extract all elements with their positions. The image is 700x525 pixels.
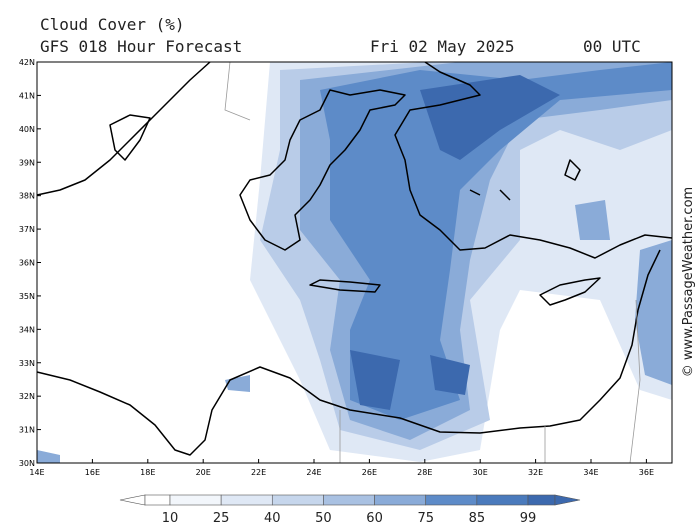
- date: Fri 02 May 2025: [370, 37, 515, 56]
- lon-label: 24E: [306, 468, 321, 477]
- colorbar-label: 25: [213, 511, 230, 525]
- lon-label: 32E: [528, 468, 543, 477]
- lon-label: 26E: [362, 468, 377, 477]
- lat-label: 33N: [19, 359, 35, 368]
- colorbar-label: 85: [469, 511, 486, 525]
- clouds: [37, 62, 672, 463]
- lat-label: 35N: [19, 292, 35, 301]
- lat-label: 40N: [19, 125, 35, 134]
- colorbar-segment: [271, 494, 324, 506]
- colorbar-label: 10: [162, 511, 179, 525]
- lat-label: 36N: [19, 259, 35, 268]
- lon-label: 34E: [583, 468, 598, 477]
- colorbar-segment: [220, 494, 273, 506]
- colorbar-label: 40: [264, 511, 281, 525]
- colorbar-label: 60: [366, 511, 383, 525]
- lon-label: 16E: [85, 468, 100, 477]
- lat-label: 38N: [19, 192, 35, 201]
- lat-label: 32N: [19, 392, 35, 401]
- colorbar-label: 99: [520, 511, 537, 525]
- colorbar-segment: [476, 494, 529, 506]
- lon-label: 36E: [639, 468, 654, 477]
- colorbar-segment: [425, 494, 478, 506]
- lon-label: 20E: [196, 468, 211, 477]
- colorbar-label: 75: [417, 511, 434, 525]
- credit: © www.PassageWeather.com: [681, 187, 696, 377]
- coastlines: [36, 61, 673, 456]
- lon-label: 28E: [417, 468, 432, 477]
- lat-label: 42N: [19, 58, 35, 67]
- lat-label: 37N: [19, 225, 35, 234]
- lon-label: 14E: [29, 468, 44, 477]
- lat-label: 39N: [19, 158, 35, 167]
- time: 00 UTC: [583, 37, 641, 56]
- colorbar-segment: [527, 494, 556, 506]
- map: [36, 61, 673, 464]
- borders: [224, 61, 641, 464]
- colorbar-segment: [169, 494, 222, 506]
- lat-label: 30N: [19, 459, 35, 468]
- lat-label: 31N: [19, 426, 35, 435]
- lat-label: 41N: [19, 91, 35, 100]
- colorbar: 10 25 40 50 60 75 85 99: [119, 494, 581, 525]
- lat-label: 34N: [19, 325, 35, 334]
- lon-label: 30E: [473, 468, 488, 477]
- colorbar-label: 50: [315, 511, 332, 525]
- colorbar-segment: [144, 494, 171, 506]
- subtitle: GFS 018 Hour Forecast: [40, 37, 242, 56]
- colorbar-segment: [323, 494, 375, 506]
- lon-label: 22E: [251, 468, 266, 477]
- colorbar-end: [554, 494, 581, 506]
- title: Cloud Cover (%): [40, 15, 185, 34]
- colorbar-start: [119, 494, 146, 506]
- lon-label: 18E: [140, 468, 155, 477]
- colorbar-segment: [374, 494, 427, 506]
